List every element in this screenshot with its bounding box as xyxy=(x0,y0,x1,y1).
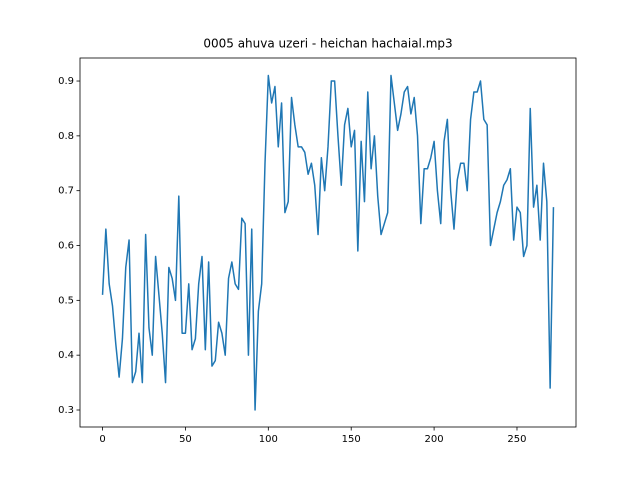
y-tick-label: 0.5 xyxy=(58,295,74,306)
line xyxy=(101,74,555,411)
y-tick-label: 0.9 xyxy=(58,76,74,87)
x-tick-label: 50 xyxy=(179,434,192,445)
x-tick-label: 200 xyxy=(425,434,444,445)
x-tick-label: 100 xyxy=(259,434,278,445)
chart-title: 0005 ahuva uzeri - heichan hachaial.mp3 xyxy=(203,37,452,51)
y-tick-label: 0.6 xyxy=(58,241,74,252)
y-tick-label: 0.8 xyxy=(58,131,74,142)
x-tick-label: 250 xyxy=(507,434,526,445)
x-tick-label: 150 xyxy=(342,434,361,445)
x-tick-label: 0 xyxy=(99,434,105,445)
y-tick-label: 0.7 xyxy=(58,186,74,197)
y-tick-label: 0.4 xyxy=(58,350,74,361)
plot-frame xyxy=(79,57,577,428)
y-tick-label: 0.3 xyxy=(58,405,74,416)
